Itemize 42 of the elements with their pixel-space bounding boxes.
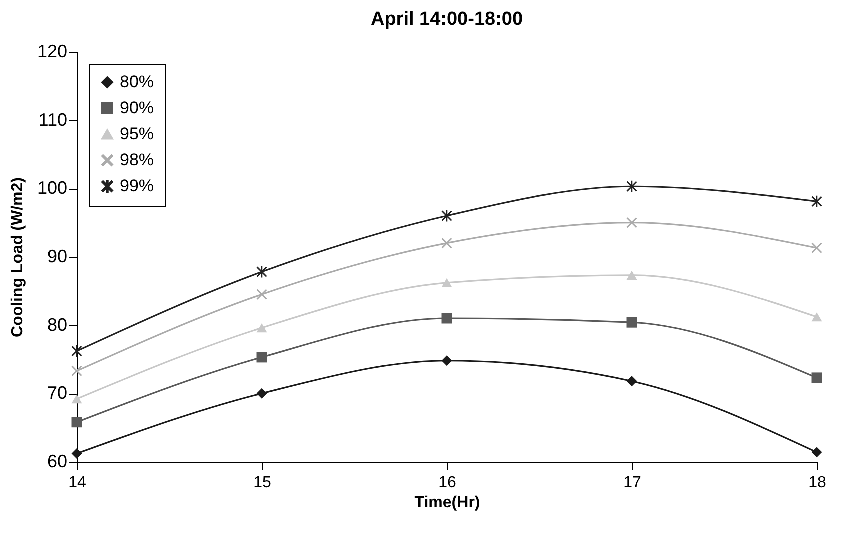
y-tick-label: 90 — [47, 246, 68, 266]
legend-label: 80% — [120, 72, 154, 92]
point — [626, 218, 638, 228]
x-tick-label: 15 — [254, 474, 272, 492]
point — [256, 289, 268, 300]
point — [626, 317, 638, 328]
point — [442, 238, 452, 249]
point — [72, 394, 82, 404]
point — [812, 242, 822, 254]
y-tick-label: 60 — [47, 452, 68, 472]
point — [442, 210, 452, 222]
point — [72, 417, 82, 428]
point — [442, 356, 452, 366]
point — [72, 448, 82, 460]
point — [812, 312, 822, 322]
point — [72, 366, 82, 376]
point — [442, 278, 452, 288]
point — [256, 352, 268, 363]
x-tick-label: 18 — [808, 474, 826, 492]
point — [626, 270, 638, 280]
legend-label: 99% — [120, 176, 154, 196]
x-tick-label: 17 — [624, 474, 642, 492]
point — [256, 324, 268, 333]
y-tick-label: 100 — [37, 178, 68, 198]
point — [256, 388, 268, 399]
y-axis-title: Cooling Load (W/m2) — [9, 178, 26, 338]
point — [812, 372, 822, 384]
x-axis-title: Time(Hr) — [414, 494, 480, 512]
x-tick-label: 16 — [438, 474, 456, 492]
y-tick-label: 120 — [37, 42, 68, 62]
point — [626, 376, 638, 387]
point — [442, 313, 452, 324]
point — [256, 266, 268, 278]
legend-label: 95% — [120, 124, 154, 144]
y-tick-label: 80 — [47, 314, 68, 335]
y-tick-label: 110 — [38, 110, 68, 130]
legend-label: 90% — [120, 98, 154, 118]
x-tick-label: 14 — [68, 474, 86, 492]
legend-label: 98% — [120, 150, 154, 170]
chart-title: April 14:00-18:00 — [370, 9, 524, 30]
point — [812, 447, 822, 458]
y-tick-label: 70 — [47, 383, 68, 404]
